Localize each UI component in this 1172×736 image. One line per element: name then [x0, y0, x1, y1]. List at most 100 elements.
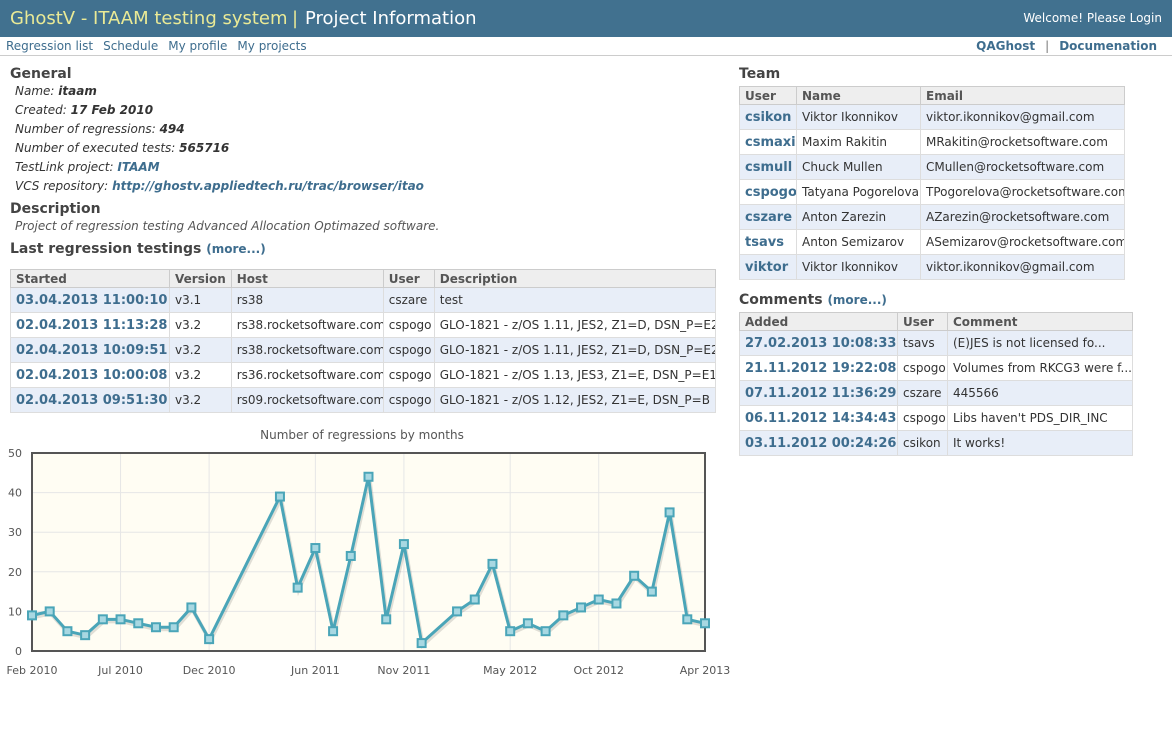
section-heading: Team: [739, 66, 781, 82]
info-field: TestLink project: ITAAM: [15, 158, 710, 177]
table-cell: rs36.rocketsoftware.com: [230, 362, 384, 388]
table-row: 02.04.2013 11:13:28 v3.2 rs38.rocketsoftwa…: [10, 312, 716, 338]
data-point: [682, 614, 693, 625]
cell-text[interactable]: 02.04.2013 10:09:51: [16, 342, 168, 358]
cell-text[interactable]: 03.11.2012 00:24:26: [745, 435, 897, 451]
more-link[interactable]: (more...): [206, 242, 266, 256]
cell-text[interactable]: 06.11.2012 14:34:43: [745, 410, 897, 426]
field-value[interactable]: http://ghostv.appliedtech.ru/trac/browse…: [112, 179, 424, 193]
cell-text[interactable]: csmaxi: [745, 134, 796, 150]
nav-link[interactable]: Regression list: [6, 39, 94, 53]
column-header: User: [739, 86, 797, 105]
table-cell: Viktor Ikonnikov: [796, 104, 921, 130]
column-header: Name: [796, 86, 921, 105]
table-cell: cspogo: [382, 312, 435, 338]
nav-link[interactable]: Documenation: [1059, 39, 1157, 53]
nav-link[interactable]: Schedule: [103, 39, 159, 53]
table-row: 07.11.2012 11:36:29 cszare 445566: [739, 380, 1133, 406]
y-tick-label: 40: [8, 487, 22, 500]
table-cell: 02.04.2013 09:51:30: [10, 387, 170, 413]
cell-text[interactable]: 27.02.2013 10:08:33: [745, 335, 897, 351]
cell-text: GLO-1821 - z/OS 1.11, JES2, Z1=D, DSN_P=…: [439, 318, 716, 332]
table-cell: cspogo: [897, 405, 948, 431]
table-row: csmull Chuck Mullen CMullen@rocketsoftware…: [739, 154, 1125, 180]
data-point: [44, 606, 55, 617]
table-cell: cszare: [897, 380, 948, 406]
info-field: Name: itaam: [15, 82, 710, 101]
table-cell: v3.2: [169, 362, 232, 388]
data-point: [416, 638, 427, 649]
table-cell: 06.11.2012 14:34:43: [739, 405, 898, 431]
table-cell: 07.11.2012 11:36:29: [739, 380, 898, 406]
general-section: General Name: itaam Created: 17 Feb 2010 N…: [10, 66, 710, 257]
cell-text[interactable]: csmull: [745, 159, 793, 175]
table-row: 02.04.2013 10:00:08 v3.2 rs36.rocketsoftwa…: [10, 362, 716, 388]
cell-text: Viktor Ikonnikov: [802, 260, 898, 274]
table-cell: rs38.rocketsoftware.com: [230, 312, 384, 338]
cell-text: Volumes from RKCG3 were f...: [953, 361, 1132, 375]
field-value[interactable]: ITAAM: [117, 160, 160, 174]
cell-text[interactable]: cspogo: [745, 184, 797, 200]
nav-link[interactable]: My projects: [237, 39, 307, 53]
y-tick-label: 20: [8, 566, 22, 579]
cell-text: v3.2: [175, 343, 202, 357]
data-point: [664, 507, 675, 518]
table-cell: viktor.ikonnikov@gmail.com: [920, 254, 1125, 280]
info-field: Number of executed tests: 565716: [15, 139, 710, 158]
column-header: Email: [920, 86, 1125, 105]
nav-link[interactable]: QAGhost: [976, 39, 1036, 53]
data-point: [27, 610, 37, 621]
table-cell: GLO-1821 - z/OS 1.12, JES2, Z1=E, DSN_P=…: [433, 387, 716, 413]
table-cell: csikon: [897, 430, 948, 456]
field-value: itaam: [58, 84, 97, 98]
column-header: Comment: [947, 312, 1133, 331]
cell-text: cszare: [903, 386, 942, 400]
column-header: Started: [10, 269, 170, 288]
data-point: [363, 471, 374, 482]
field-label: Created:: [15, 103, 67, 117]
table-cell: csmull: [739, 154, 797, 180]
data-point: [558, 610, 569, 621]
cell-text[interactable]: csikon: [745, 109, 792, 125]
more-link[interactable]: (more...): [827, 293, 887, 307]
data-point: [186, 602, 197, 613]
regressions-table: Started Version Host User Description 03.04.2…: [10, 269, 716, 413]
cell-text: 445566: [953, 386, 999, 400]
comments-table: Added User Comment 27.02.2013 10:08:33 tsavs…: [739, 312, 1133, 456]
cell-text: cspogo: [903, 411, 946, 425]
data-point: [522, 618, 533, 629]
cell-text[interactable]: 07.11.2012 11:36:29: [745, 385, 897, 401]
cell-text[interactable]: viktor: [745, 259, 789, 275]
cell-text[interactable]: tsavs: [745, 234, 784, 250]
cell-text[interactable]: 02.04.2013 09:51:30: [16, 392, 168, 408]
cell-text: TPogorelova@rocketsoftware.com: [926, 185, 1125, 199]
nav-link[interactable]: My profile: [168, 39, 228, 53]
column-header: User: [382, 269, 435, 288]
cell-text: GLO-1821 - z/OS 1.12, JES2, Z1=E, DSN_P=…: [439, 393, 710, 407]
cell-text[interactable]: 02.04.2013 11:13:28: [16, 317, 168, 333]
table-cell: v3.2: [169, 337, 232, 363]
table-cell: Chuck Mullen: [796, 154, 921, 180]
cell-text[interactable]: 02.04.2013 10:00:08: [16, 367, 168, 383]
login-link[interactable]: Welcome! Please Login: [1023, 11, 1162, 25]
cell-text: csikon: [903, 436, 941, 450]
table-cell: cspogo: [739, 179, 797, 205]
cell-text: CMullen@rocketsoftware.com: [926, 160, 1105, 174]
y-tick-label: 50: [8, 447, 22, 460]
cell-text[interactable]: 21.11.2012 19:22:08: [745, 360, 897, 376]
table-cell: cspogo: [897, 355, 948, 381]
cell-text: v3.2: [175, 318, 202, 332]
cell-text: rs36.rocketsoftware.com: [236, 368, 384, 382]
brand[interactable]: GhostV - ITAAM testing system: [10, 8, 288, 29]
table-cell: test: [433, 287, 716, 313]
data-point: [345, 550, 356, 561]
cell-text: rs38.rocketsoftware.com: [236, 343, 384, 357]
info-field: VCS repository: http://ghostv.appliedtec…: [15, 177, 710, 196]
info-field: Created: 17 Feb 2010: [15, 101, 710, 120]
cell-text[interactable]: 03.04.2013 11:00:10: [16, 292, 168, 308]
cell-text: ASemizarov@rocketsoftware.com: [926, 235, 1125, 249]
table-cell: MRakitin@rocketsoftware.com: [920, 129, 1125, 155]
cell-text: Maxim Rakitin: [802, 135, 888, 149]
cell-text[interactable]: cszare: [745, 209, 793, 225]
header-row: User Name Email: [739, 86, 1125, 105]
